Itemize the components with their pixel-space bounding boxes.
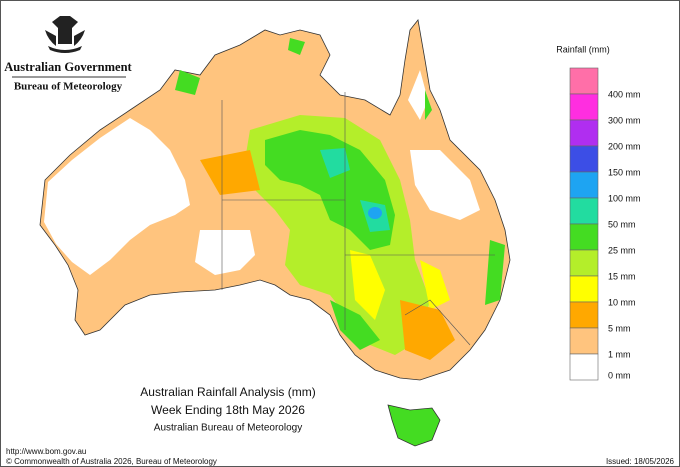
legend-label: 100 mm <box>608 193 641 203</box>
legend-swatch <box>569 223 599 251</box>
wet-area-blue <box>368 207 382 219</box>
legend-swatch <box>569 93 599 121</box>
dry-area-interior <box>195 230 255 275</box>
map-title: Australian Rainfall Analysis (mm) <box>140 385 315 399</box>
legend-label: 0 mm <box>608 370 631 380</box>
map-subtitle: Week Ending 18th May 2026 <box>151 403 305 417</box>
footer-copyright: © Commonwealth of Australia 2026, Bureau… <box>6 457 217 466</box>
legend-label: 300 mm <box>608 115 641 125</box>
map-source: Australian Bureau of Meteorology <box>154 423 302 434</box>
wet-area-yellow <box>350 250 450 320</box>
legend-title: Rainfall (mm) <box>556 44 610 54</box>
state-borders <box>221 92 495 346</box>
footer-url: http://www.bom.gov.au <box>6 447 86 456</box>
legend: 400 mm 300 mm 200 mm 150 mm 100 mm 50 mm 25 mm… <box>569 67 641 381</box>
dry-area-west <box>44 118 190 275</box>
coat-of-arms <box>45 16 85 53</box>
legend-label: 200 mm <box>608 141 641 151</box>
legend-swatch <box>569 353 599 381</box>
government-name: Australian Government <box>4 60 132 74</box>
legend-swatch <box>569 327 599 355</box>
legend-swatch <box>569 197 599 225</box>
legend-swatch <box>569 301 599 329</box>
legend-label: 25 mm <box>608 245 636 255</box>
australia-map <box>39 19 511 447</box>
wet-area-orange <box>200 150 455 360</box>
legend-label: 400 mm <box>608 89 641 99</box>
legend-swatch <box>569 171 599 199</box>
legend-label: 150 mm <box>608 167 641 177</box>
legend-label: 15 mm <box>608 271 636 281</box>
legend-swatch <box>569 249 599 277</box>
agency-name: Bureau of Meteorology <box>14 81 123 93</box>
footer-issued: Issued: 18/05/2026 <box>606 457 675 466</box>
tasmania <box>387 404 441 447</box>
legend-label: 50 mm <box>608 219 636 229</box>
legend-label: 5 mm <box>608 323 631 333</box>
dry-area-east <box>408 70 480 220</box>
legend-swatch <box>569 119 599 147</box>
legend-label: 1 mm <box>608 349 631 359</box>
legend-label: 10 mm <box>608 297 636 307</box>
legend-swatch <box>569 275 599 303</box>
wet-area-green <box>265 130 395 350</box>
legend-swatch <box>569 67 599 95</box>
legend-swatch <box>569 145 599 173</box>
